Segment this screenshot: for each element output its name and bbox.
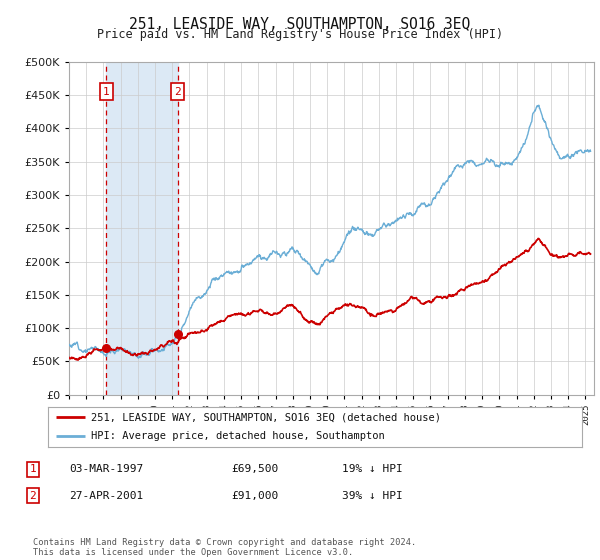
Text: 1: 1 [29, 464, 37, 474]
Text: 39% ↓ HPI: 39% ↓ HPI [342, 491, 403, 501]
Bar [106, 62, 178, 395]
Text: 2: 2 [29, 491, 37, 501]
Text: 03-MAR-1997: 03-MAR-1997 [69, 464, 143, 474]
Text: £69,500: £69,500 [231, 464, 278, 474]
Text: 19% ↓ HPI: 19% ↓ HPI [342, 464, 403, 474]
Text: 251, LEASIDE WAY, SOUTHAMPTON, SO16 3EQ: 251, LEASIDE WAY, SOUTHAMPTON, SO16 3EQ [130, 17, 470, 32]
Text: 27-APR-2001: 27-APR-2001 [69, 491, 143, 501]
Text: 251, LEASIDE WAY, SOUTHAMPTON, SO16 3EQ (detached house): 251, LEASIDE WAY, SOUTHAMPTON, SO16 3EQ … [91, 412, 441, 422]
Text: Contains HM Land Registry data © Crown copyright and database right 2024.
This d: Contains HM Land Registry data © Crown c… [33, 538, 416, 557]
Text: 1: 1 [103, 87, 110, 96]
Text: HPI: Average price, detached house, Southampton: HPI: Average price, detached house, Sout… [91, 431, 385, 441]
Text: £91,000: £91,000 [231, 491, 278, 501]
Text: Price paid vs. HM Land Registry's House Price Index (HPI): Price paid vs. HM Land Registry's House … [97, 28, 503, 41]
Text: 2: 2 [175, 87, 181, 96]
